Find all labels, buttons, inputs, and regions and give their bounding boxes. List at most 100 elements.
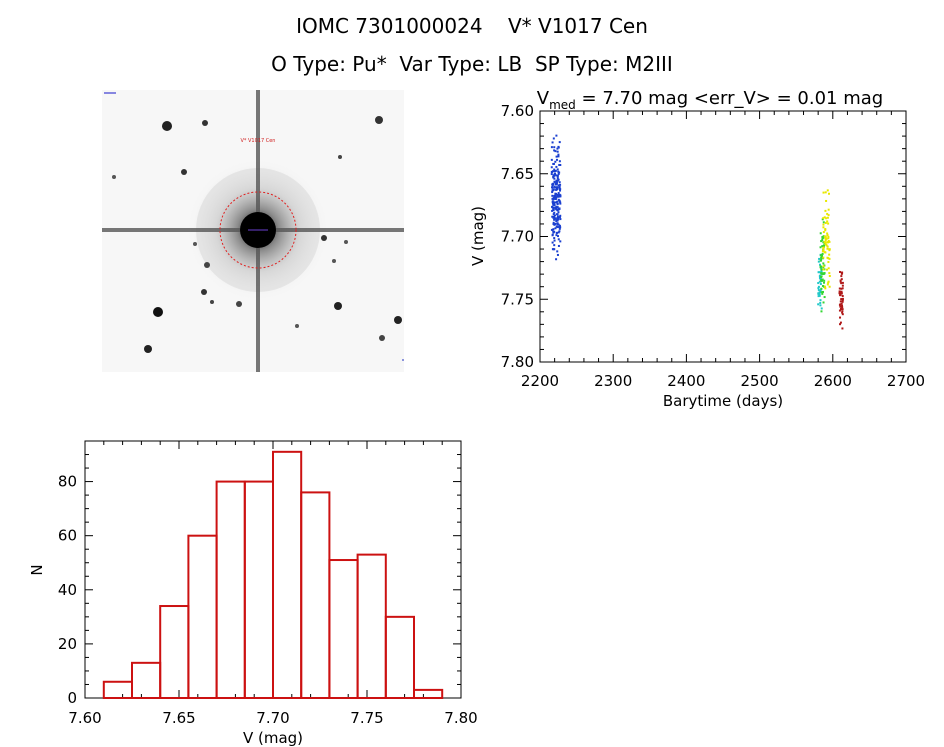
lc-point-series-0 [558, 227, 561, 230]
lc-ytick-label: 7.65 [501, 165, 534, 183]
lc-point-series-0 [551, 248, 554, 251]
lc-point-series-0 [556, 175, 559, 178]
lc-point-series-3 [826, 247, 829, 250]
lc-point-series-0 [558, 230, 561, 233]
histogram-xlabel: V (mag) [243, 729, 303, 747]
lc-point-series-3 [826, 216, 829, 219]
lc-point-series-3 [824, 287, 827, 290]
lc-ytick-label: 7.80 [501, 353, 534, 371]
lc-point-series-2 [819, 265, 822, 268]
lc-point-series-2 [821, 218, 824, 221]
lc-point-series-0 [554, 195, 557, 198]
lc-point-series-0 [559, 189, 562, 192]
lc-point-series-0 [558, 181, 561, 184]
lc-point-series-0 [553, 237, 556, 240]
lc-point-series-0 [557, 218, 560, 221]
lc-point-series-3 [825, 217, 828, 220]
lc-point-series-2 [822, 235, 825, 238]
lc-point-series-3 [826, 220, 829, 223]
lc-point-series-0 [555, 196, 558, 199]
light-curve-ylabel: V (mag) [469, 206, 487, 266]
histogram-bar [187, 534, 218, 699]
lc-xtick-label: 2200 [521, 372, 559, 390]
lc-point-series-0 [559, 194, 562, 197]
lc-point-series-2 [823, 281, 826, 284]
lc-point-series-2 [821, 290, 824, 293]
lc-point-series-0 [554, 217, 557, 220]
lc-point-series-4 [840, 307, 843, 310]
lc-point-series-0 [553, 196, 556, 199]
lc-point-series-0 [554, 172, 557, 175]
lc-point-series-3 [828, 253, 831, 256]
lc-point-series-1 [817, 282, 820, 285]
lc-point-series-4 [841, 308, 844, 311]
lc-point-series-2 [819, 259, 822, 262]
lc-point-series-2 [822, 241, 825, 244]
lc-point-series-0 [556, 219, 559, 222]
star-field-svg: V* V1017 Cen [102, 90, 404, 372]
lc-point-series-3 [826, 212, 829, 215]
lc-point-series-2 [820, 291, 823, 294]
lc-point-series-3 [827, 267, 830, 270]
lc-point-series-2 [823, 279, 826, 282]
lc-point-series-4 [840, 287, 843, 290]
lc-point-series-2 [821, 278, 824, 281]
lc-point-series-0 [557, 238, 560, 241]
lc-point-series-0 [555, 234, 558, 237]
lc-point-series-2 [820, 268, 823, 271]
lc-point-series-0 [551, 189, 554, 192]
lc-point-series-0 [558, 171, 561, 174]
lc-point-series-0 [555, 232, 558, 235]
hist-xtick-label: 7.70 [256, 709, 289, 727]
lc-ytick-label: 7.60 [501, 102, 534, 120]
lc-point-series-1 [817, 287, 820, 290]
lc-point-series-3 [827, 222, 830, 225]
lc-xtick-label: 2400 [667, 372, 705, 390]
lc-point-series-3 [822, 265, 825, 268]
lc-point-series-1 [819, 283, 822, 286]
lc-point-series-1 [819, 277, 822, 280]
lc-point-series-1 [818, 276, 821, 279]
lc-point-series-2 [823, 244, 826, 247]
lc-point-series-0 [558, 186, 561, 189]
lc-point-series-0 [552, 215, 555, 218]
lc-point-series-2 [820, 279, 823, 282]
lc-point-series-3 [826, 245, 829, 248]
lc-point-series-0 [556, 206, 559, 209]
lc-point-series-1 [818, 280, 821, 283]
lc-point-series-0 [552, 209, 555, 212]
lc-point-series-2 [820, 272, 823, 275]
lc-point-series-0 [550, 146, 553, 149]
lc-point-series-4 [840, 282, 843, 285]
lc-point-series-0 [551, 197, 554, 200]
lc-point-series-4 [841, 271, 844, 274]
lc-point-series-0 [551, 141, 554, 144]
lc-point-series-4 [840, 275, 843, 278]
lc-point-series-0 [558, 225, 561, 228]
lc-point-series-0 [553, 180, 556, 183]
lc-point-series-3 [822, 249, 825, 252]
lc-point-series-3 [823, 216, 826, 219]
lc-point-series-2 [821, 284, 824, 287]
lc-point-series-0 [550, 173, 553, 176]
lc-point-series-3 [821, 250, 824, 253]
lc-point-series-3 [822, 231, 825, 234]
lc-point-series-0 [556, 203, 559, 206]
lc-point-series-3 [827, 281, 830, 284]
lc-point-series-0 [551, 191, 554, 194]
lc-xtick-label: 2600 [814, 372, 852, 390]
lc-point-series-0 [555, 179, 558, 182]
lc-point-series-0 [556, 200, 559, 203]
lc-point-series-3 [824, 209, 827, 212]
lc-point-series-4 [841, 310, 844, 313]
lc-point-series-2 [821, 245, 824, 248]
lc-point-series-0 [554, 206, 557, 209]
lc-point-series-3 [828, 274, 831, 277]
lc-point-series-0 [553, 194, 556, 197]
lc-point-series-0 [558, 224, 561, 227]
lc-point-series-1 [818, 257, 821, 260]
lc-point-series-1 [819, 299, 822, 302]
lc-point-series-3 [828, 285, 831, 288]
lc-point-series-0 [557, 223, 560, 226]
lc-point-series-0 [555, 192, 558, 195]
